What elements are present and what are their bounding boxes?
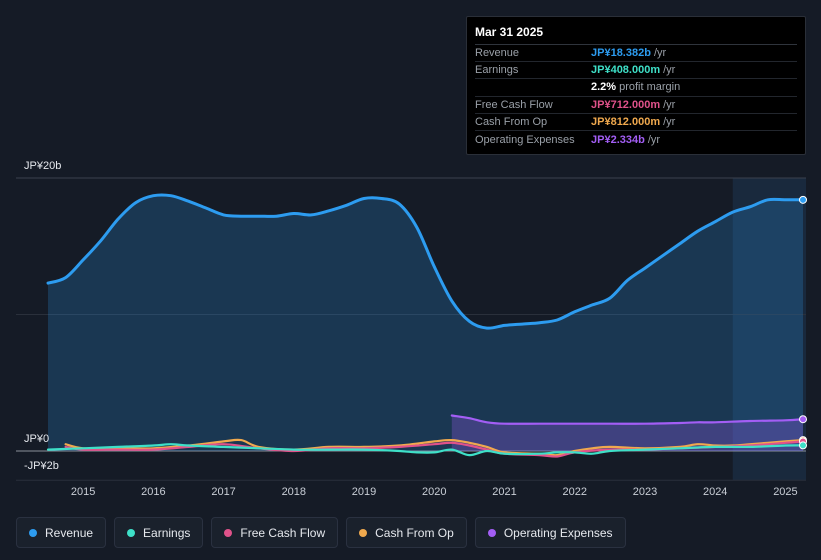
tooltip-unit: /yr <box>647 133 661 146</box>
legend-dot-icon <box>127 528 136 537</box>
earnings-end-marker <box>799 441 807 450</box>
tooltip-label: Free Cash Flow <box>475 98 553 111</box>
y-tick-label-top: JP¥20b <box>24 160 62 172</box>
legend-item-operating-expenses[interactable]: Operating Expenses <box>474 517 626 548</box>
earnings-line <box>46 443 805 457</box>
legend-dot-icon <box>487 528 496 537</box>
tooltip-row-operating-expenses: Operating Expenses JP¥2.334b /yr <box>475 131 797 148</box>
tooltip-label: Revenue <box>475 47 520 60</box>
legend-dot-icon <box>29 528 37 537</box>
data-tooltip: Mar 31 2025 Revenue JP¥18.382b /yr Earni… <box>466 16 806 155</box>
tooltip-unit: profit margin <box>619 81 681 94</box>
tooltip-label: Earnings <box>475 64 519 77</box>
tooltip-row-cash-from-op: Cash From Op JP¥812.000m /yr <box>475 114 797 131</box>
forecast-highlight-region <box>732 178 806 481</box>
x-tick-label: 2015 <box>71 486 95 498</box>
legend-dot-icon <box>359 528 368 537</box>
legend-label: Earnings <box>143 525 191 540</box>
legend-label: Revenue <box>45 525 94 540</box>
legend-label: Operating Expenses <box>503 525 613 540</box>
tooltip-date: Mar 31 2025 <box>475 25 797 45</box>
cash-from-op-line <box>64 438 805 457</box>
legend-item-revenue[interactable]: Revenue <box>16 517 107 548</box>
x-tick-label: 2018 <box>282 486 306 498</box>
tooltip-row-free-cash-flow: Free Cash Flow JP¥712.000m /yr <box>475 97 797 114</box>
y-tick-label-bottom: -JP¥2b <box>24 460 59 472</box>
x-tick-label: 2024 <box>703 486 727 498</box>
tooltip-value: JP¥408.000m <box>591 64 661 77</box>
legend-label: Free Cash Flow <box>240 525 326 540</box>
tooltip-value: JP¥18.382b <box>591 47 651 60</box>
revenue-end-marker <box>799 195 807 204</box>
operating-expenses-end-marker <box>799 415 807 424</box>
tooltip-unit: /yr <box>663 98 676 111</box>
revenue-line <box>46 193 805 330</box>
tooltip-value: JP¥712.000m <box>591 98 661 111</box>
chart-legend: Revenue Earnings Free Cash Flow Cash Fro… <box>16 517 626 548</box>
tooltip-row-earnings: Earnings JP¥408.000m /yr <box>475 62 797 80</box>
tooltip-value: 2.2% <box>591 81 617 94</box>
revenue-area <box>48 194 803 452</box>
tooltip-unit: /yr <box>663 64 676 77</box>
legend-item-free-cash-flow[interactable]: Free Cash Flow <box>211 517 339 548</box>
tooltip-row-revenue: Revenue JP¥18.382b /yr <box>475 45 797 63</box>
x-tick-label: 2016 <box>141 486 165 498</box>
legend-item-earnings[interactable]: Earnings <box>114 517 204 548</box>
x-tick-label: 2025 <box>773 486 797 498</box>
x-tick-label: 2017 <box>211 486 235 498</box>
y-tick-label-zero: JP¥0 <box>24 433 50 445</box>
tooltip-label: Operating Expenses <box>475 133 575 146</box>
tooltip-value: JP¥2.334b <box>591 133 645 146</box>
tooltip-unit: /yr <box>653 47 667 60</box>
x-tick-label: 2019 <box>352 486 376 498</box>
tooltip-row-profit-margin: 2.2% profit margin <box>475 79 797 97</box>
legend-label: Cash From Op <box>375 525 454 540</box>
x-tick-label: 2020 <box>422 486 446 498</box>
tooltip-value: JP¥812.000m <box>591 115 661 128</box>
x-tick-label: 2023 <box>633 486 657 498</box>
operating-expenses-line <box>450 414 805 425</box>
x-tick-label: 2022 <box>563 486 587 498</box>
tooltip-unit: /yr <box>663 115 676 128</box>
legend-item-cash-from-op[interactable]: Cash From Op <box>346 517 467 548</box>
tooltip-label: Cash From Op <box>475 115 548 128</box>
legend-dot-icon <box>224 528 233 537</box>
x-tick-label: 2021 <box>492 486 516 498</box>
